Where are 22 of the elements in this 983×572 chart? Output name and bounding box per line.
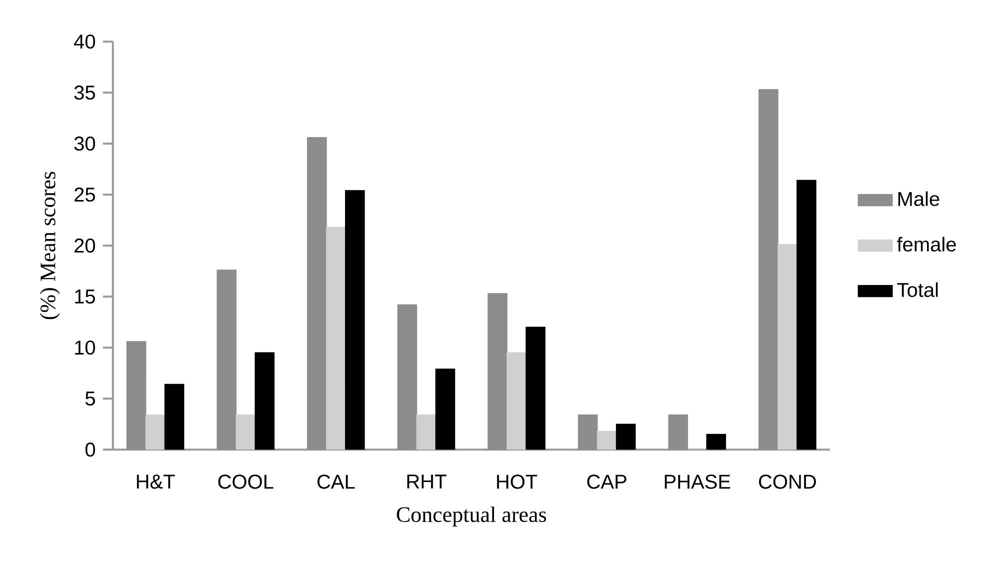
y-tick-label: 20 — [74, 238, 96, 253]
y-tick-label: 15 — [75, 290, 95, 304]
y-tick-label: 40 — [74, 34, 96, 49]
y-tick-label: 30 — [74, 136, 96, 151]
y-tick-label: 35 — [74, 86, 95, 100]
x-tick-label: COOL — [218, 474, 274, 489]
legend-label: female — [897, 236, 956, 252]
x-tick-label: H&T — [136, 474, 175, 489]
x-tick-label: HOT — [497, 474, 538, 489]
y-tick-label: 0 — [85, 442, 96, 457]
y-tick-label: 5 — [86, 392, 95, 406]
x-tick-label: COND — [759, 474, 816, 489]
legend-label: Total — [897, 282, 938, 298]
y-tick-label: 25 — [74, 188, 95, 202]
x-tick-label: CAL — [317, 474, 355, 489]
x-axis-title: Conceptual areas — [396, 506, 546, 526]
x-tick-label: CAP — [587, 474, 626, 489]
y-tick-label: 10 — [75, 340, 96, 355]
y-axis-title: (%) Mean scores — [40, 172, 60, 320]
x-tick-label: RHT — [407, 474, 446, 488]
x-tick-label: PHASE — [664, 474, 730, 489]
legend-label: Male — [898, 191, 940, 206]
